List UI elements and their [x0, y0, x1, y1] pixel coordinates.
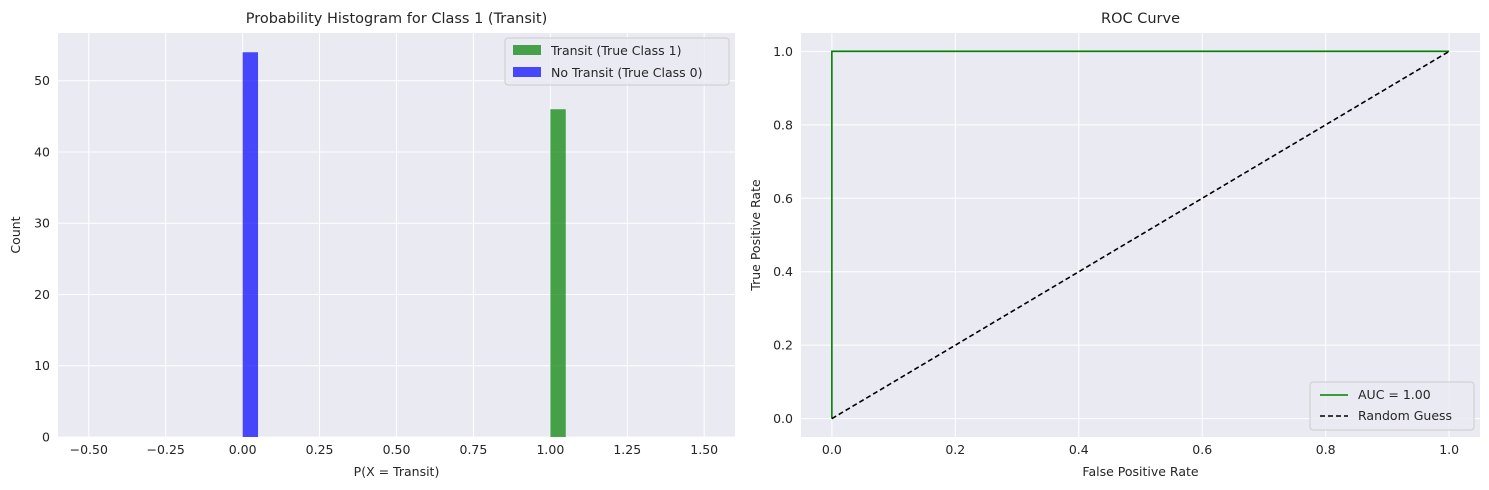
histogram-y-tick-label: 10 [34, 358, 50, 373]
histogram-y-tick-label: 50 [34, 73, 50, 88]
roc-chart: 0.0 0.2 0.4 0.6 0.8 1.0 0.0 0.2 0.4 0.6 0.8 1.0 RO… [748, 11, 1480, 479]
roc-x-tick-label: 0.8 [1316, 442, 1336, 457]
bar-no-transit [242, 52, 259, 437]
histogram-x-tick-label: −0.50 [70, 442, 108, 457]
histogram-y-tick-label: 30 [34, 216, 50, 231]
legend-label-random-guess: Random Guess [1358, 408, 1452, 423]
roc-y-tick-label: 0.8 [773, 117, 793, 132]
roc-y-tick-label: 0.0 [773, 411, 793, 426]
histogram-title: Probability Histogram for Class 1 (Trans… [246, 11, 548, 27]
roc-lines [831, 50, 1450, 420]
roc-x-axis-label: False Positive Rate [1082, 464, 1198, 479]
roc-y-axis-label: True Positive Rate [748, 179, 763, 292]
histogram-x-tick-label: 1.25 [613, 442, 641, 457]
histogram-x-tick-label: 1.50 [690, 442, 718, 457]
histogram-chart: −0.50 −0.25 0.00 0.25 0.50 0.75 1.00 1.25 1.50 0… [8, 11, 735, 479]
roc-x-tick-label: 0.4 [1069, 442, 1089, 457]
roc-y-tick-label: 0.6 [773, 191, 793, 206]
histogram-x-tick-label: −0.25 [147, 442, 185, 457]
histogram-legend: Transit (True Class 1) No Transit (True … [504, 37, 730, 86]
legend-label-auc: AUC = 1.00 [1358, 387, 1431, 402]
roc-y-tick-label: 1.0 [773, 44, 793, 59]
histogram-x-tick-label: 0.25 [306, 442, 334, 457]
roc-title: ROC Curve [1101, 11, 1180, 27]
histogram-y-tick-label: 0 [42, 430, 50, 445]
legend-swatch-transit [513, 45, 541, 55]
histogram-x-axis-label: P(X = Transit) [354, 464, 440, 479]
roc-plot-area [801, 33, 1480, 437]
legend-swatch-no-transit [513, 67, 541, 77]
histogram-x-ticks: −0.50 −0.25 0.00 0.25 0.50 0.75 1.00 1.25 1.50 [70, 442, 719, 457]
histogram-y-tick-label: 20 [34, 287, 50, 302]
histogram-y-ticks: 0 10 20 30 40 50 [34, 73, 50, 444]
roc-x-tick-label: 0.0 [822, 442, 842, 457]
roc-curve-line [831, 50, 1450, 419]
roc-x-tick-label: 1.0 [1439, 442, 1459, 457]
histogram-x-tick-label: 0.50 [383, 442, 411, 457]
histogram-x-tick-label: 1.00 [536, 442, 564, 457]
roc-y-tick-label: 0.4 [773, 264, 793, 279]
legend-label-no-transit: No Transit (True Class 0) [551, 65, 702, 80]
roc-legend: AUC = 1.00 Random Guess [1309, 381, 1475, 431]
histogram-legend-box [504, 37, 730, 86]
roc-x-tick-label: 0.6 [1192, 442, 1212, 457]
roc-x-ticks: 0.0 0.2 0.4 0.6 0.8 1.0 [822, 442, 1459, 457]
histogram-bars [242, 52, 566, 437]
histogram-x-tick-label: 0.00 [229, 442, 257, 457]
roc-y-ticks: 0.0 0.2 0.4 0.6 0.8 1.0 [773, 44, 793, 426]
histogram-y-tick-label: 40 [34, 144, 50, 159]
bar-transit [550, 109, 566, 437]
roc-legend-box [1309, 381, 1475, 431]
roc-x-tick-label: 0.2 [945, 442, 965, 457]
legend-label-transit: Transit (True Class 1) [550, 43, 681, 58]
roc-y-tick-label: 0.2 [773, 338, 793, 353]
histogram-x-tick-label: 0.75 [460, 442, 488, 457]
histogram-y-axis-label: Count [8, 216, 23, 253]
